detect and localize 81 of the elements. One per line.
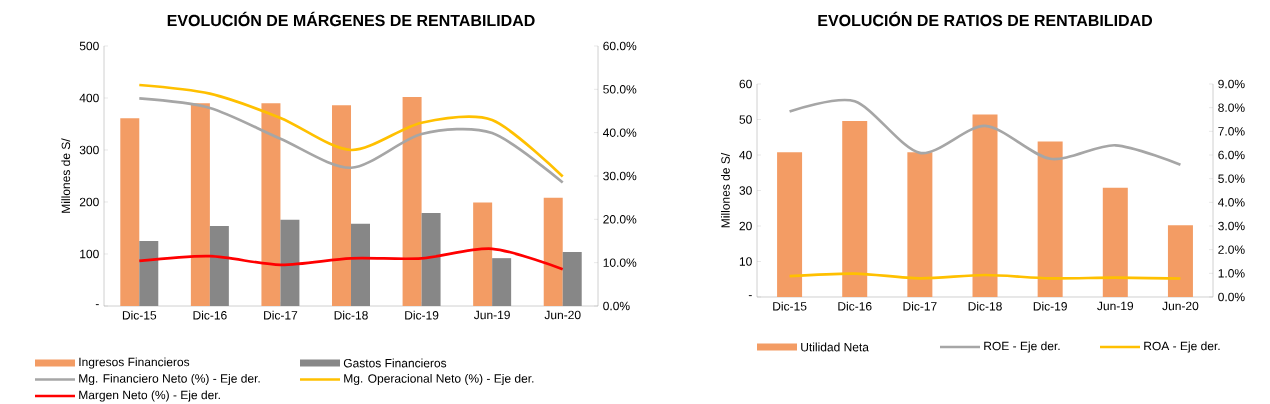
x-tick-label: Jun-20 (544, 310, 581, 320)
bar (1102, 187, 1128, 297)
y2-tick-label: 1.0% (1218, 269, 1245, 278)
y2-tick-label: 3.0% (1218, 221, 1245, 231)
legend-label: Gastos Financieros (343, 358, 447, 368)
y2-tick-label: 10.0% (603, 258, 637, 267)
y2-tick-label: 8.0% (1218, 103, 1245, 112)
bar (190, 103, 210, 306)
y2-tick-label: 30.0% (603, 171, 637, 181)
bar (473, 202, 493, 306)
legend-label: Mg. Financiero Neto (%) - Eje der. (79, 373, 260, 386)
x-tick-label: Dic-17 (264, 310, 298, 320)
legend-label: ROE - Eje der. (984, 341, 1060, 353)
legend-label: ROA - Eje der. (1144, 341, 1220, 353)
bar (402, 96, 422, 306)
x-tick-label: Dic-19 (405, 310, 439, 320)
legend-label: Mg. Operacional Neto (%) - Eje der. (344, 373, 534, 386)
bar (1167, 225, 1193, 297)
legend-label: Ingresos Financieros (79, 357, 190, 369)
line-series (137, 97, 565, 184)
x-tick-label: Dic-16 (193, 310, 227, 320)
bar (842, 120, 868, 297)
y-tick-label: 20 (739, 221, 752, 231)
y-axis-title: Millones de S/ (61, 138, 71, 213)
y-axis-title: Millones de S/ (720, 152, 730, 228)
x-tick-label: Dic-16 (838, 301, 872, 311)
y-tick-label: 500 (79, 41, 99, 51)
bar (120, 118, 140, 306)
y2-tick-label: 40.0% (602, 128, 637, 137)
y-tick-label: 200 (79, 197, 99, 207)
bar (351, 223, 370, 306)
y-tick-label: 40 (739, 150, 752, 160)
y2-tick-label: 0.0% (603, 301, 630, 311)
x-tick-label: Jun-19 (473, 310, 510, 320)
legend-label: Margen Neto (%) - Eje der. (79, 390, 220, 402)
chart-title: EVOLUCIÓN DE MÁRGENES DE RENTABILIDAD (167, 11, 535, 27)
bar (543, 197, 563, 306)
bar (972, 114, 998, 297)
bar (261, 103, 281, 306)
bar (907, 152, 933, 297)
line-series (137, 83, 565, 178)
bar (492, 258, 512, 306)
legend-label: Utilidad Neta (801, 342, 869, 352)
x-tick-label: Dic-19 (1033, 301, 1067, 311)
y2-tick-label: 7.0% (1218, 127, 1245, 136)
y2-tick-label: 2.0% (1218, 245, 1245, 254)
bar (280, 219, 300, 306)
x-tick-label: Dic-15 (773, 301, 807, 311)
y2-tick-label: 5.0% (1218, 174, 1245, 183)
line-series (137, 247, 565, 271)
x-tick-label: Dic-18 (334, 310, 368, 320)
bar (421, 212, 441, 306)
y2-tick-label: 60.0% (603, 41, 637, 51)
y2-tick-label: 4.0% (1218, 198, 1245, 207)
bar (209, 225, 229, 306)
y2-tick-label: 20.0% (603, 215, 637, 224)
bar (332, 105, 352, 306)
y-tick-label: 60 (739, 79, 752, 89)
x-tick-label: Dic-17 (903, 301, 937, 311)
bar (562, 251, 582, 306)
y-tick-label: 100 (80, 249, 99, 259)
y2-tick-label: 9.0% (1218, 79, 1245, 89)
y-tick-label: 10 (739, 257, 752, 266)
chart-title: EVOLUCIÓN DE RATIOS DE RENTABILIDAD (818, 11, 1153, 27)
y2-tick-label: 0.0% (1218, 292, 1245, 302)
x-tick-label: Jun-19 (1097, 301, 1134, 311)
y-tick-label: 400 (79, 93, 99, 103)
x-tick-label: Dic-15 (122, 310, 157, 320)
bar (777, 152, 803, 297)
x-tick-label: Dic-18 (968, 301, 1002, 311)
y2-tick-label: 50.0% (603, 85, 637, 94)
x-tick-label: Jun-20 (1162, 301, 1199, 311)
bar (139, 241, 159, 306)
y-tick-label: 30 (739, 186, 752, 195)
y2-tick-label: 6.0% (1218, 150, 1245, 160)
line-series (788, 98, 1182, 167)
y-tick-label: - (748, 295, 752, 297)
bar (1037, 141, 1063, 297)
y-tick-label: - (95, 304, 99, 306)
y-tick-label: 300 (79, 145, 99, 155)
y-tick-label: 50 (739, 115, 752, 124)
